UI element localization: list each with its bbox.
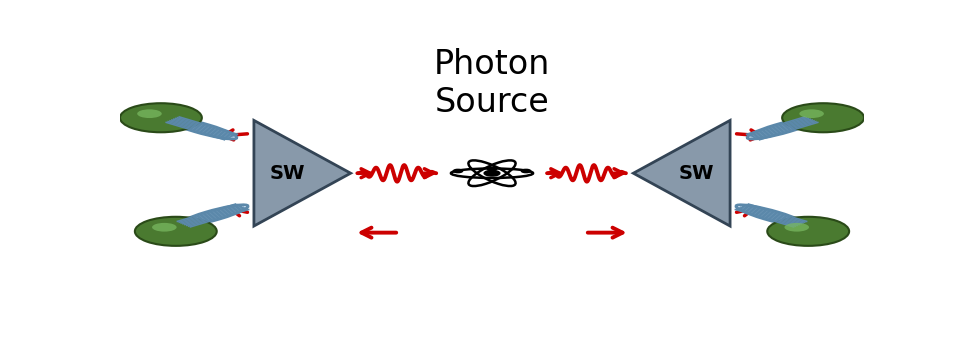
- Ellipse shape: [747, 118, 817, 139]
- Circle shape: [488, 167, 496, 170]
- Ellipse shape: [178, 205, 248, 226]
- Text: Photon
Source: Photon Source: [434, 48, 550, 119]
- Ellipse shape: [167, 118, 237, 139]
- Circle shape: [782, 103, 864, 132]
- Circle shape: [134, 217, 217, 246]
- Circle shape: [484, 170, 500, 176]
- Polygon shape: [634, 120, 731, 226]
- Circle shape: [521, 169, 531, 173]
- Text: SW: SW: [679, 164, 714, 183]
- Polygon shape: [253, 120, 350, 226]
- Text: SW: SW: [270, 164, 305, 183]
- Circle shape: [137, 109, 161, 118]
- Circle shape: [453, 169, 463, 173]
- Ellipse shape: [736, 205, 806, 226]
- Circle shape: [800, 109, 824, 118]
- Circle shape: [152, 223, 177, 232]
- Circle shape: [120, 103, 202, 132]
- Circle shape: [784, 223, 809, 232]
- Circle shape: [767, 217, 850, 246]
